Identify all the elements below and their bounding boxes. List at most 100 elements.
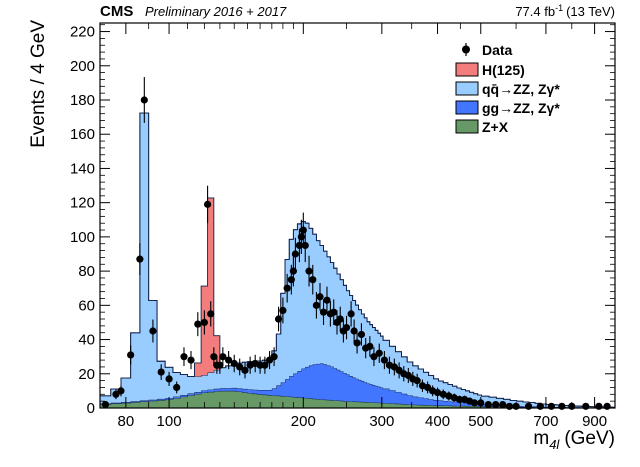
data-point — [366, 336, 374, 357]
data-point — [336, 306, 344, 332]
data-point-marker — [157, 368, 165, 376]
legend-label-higgs: H(125) — [482, 62, 525, 78]
legend-label-zx: Z+X — [482, 119, 509, 135]
y-tick-label: 180 — [70, 92, 95, 109]
data-point-marker — [505, 402, 514, 410]
data-point-marker — [353, 339, 361, 347]
y-tick-label: 40 — [78, 332, 95, 349]
legend-swatch-ggzz — [455, 100, 479, 115]
data-point-marker — [236, 363, 244, 371]
y-tick-label: 100 — [70, 229, 95, 246]
x-tick-label: 700 — [533, 413, 558, 430]
data-point — [350, 319, 358, 343]
data-point — [455, 395, 464, 404]
data-point — [439, 389, 447, 400]
data-point-marker — [455, 395, 464, 404]
data-point — [433, 387, 442, 398]
data-point — [323, 286, 331, 314]
data-point — [200, 310, 208, 335]
legend-item-qqzz: qq̄→ZZ, Zγ* — [455, 81, 560, 97]
data-point-marker — [524, 402, 533, 410]
plot-frame — [99, 22, 616, 409]
data-point-marker — [595, 402, 603, 410]
data-point-marker — [558, 402, 566, 410]
data-point — [370, 347, 378, 367]
data-point — [547, 402, 555, 410]
y-tick-label: 160 — [70, 126, 95, 143]
data-point-marker — [210, 353, 218, 361]
data-point — [136, 243, 144, 276]
data-point-marker — [230, 359, 238, 368]
data-point — [270, 347, 278, 367]
data-point — [241, 362, 249, 379]
experiment-label: CMS — [100, 3, 133, 20]
lumi-unit-exponent: -1 — [555, 3, 563, 13]
series-1-histogram — [100, 113, 615, 408]
data-point-marker — [357, 330, 366, 339]
data-point-marker — [603, 402, 611, 410]
data-point — [207, 301, 215, 327]
data-point-marker — [484, 400, 492, 409]
data-point-marker — [366, 342, 374, 350]
x-axis-var: m — [533, 428, 549, 449]
y-tick-label: 0 — [87, 400, 95, 417]
data-point-marker — [225, 356, 233, 364]
data-point-marker — [347, 310, 355, 318]
data-point — [279, 297, 287, 324]
axis-ticks: 0 20 40 60 80 100 120 140 160 180 200 220 80 100 200 30… — [70, 23, 616, 430]
data-point — [536, 402, 544, 410]
data-point — [582, 402, 590, 410]
x-tick-label: 200 — [291, 413, 316, 430]
legend-item-data: Data — [462, 42, 513, 58]
data-point-marker — [350, 327, 358, 335]
data-point-marker — [319, 308, 328, 316]
data-point-marker — [547, 402, 555, 410]
data-point-marker — [299, 226, 307, 234]
legend-label-qqzz: qq̄→ZZ, Zγ* — [482, 81, 560, 97]
data-point — [445, 391, 453, 401]
data-point-marker — [274, 315, 283, 323]
status-label: Preliminary 2016 + 2017 — [145, 4, 287, 19]
data-point — [524, 402, 533, 410]
y-tick-label: 200 — [70, 58, 95, 75]
data-point — [165, 371, 173, 386]
data-point — [603, 402, 611, 410]
data-point-marker — [336, 315, 344, 323]
legend-label-ggzz: gg→ZZ, Zγ* — [482, 100, 560, 116]
legend-item-ggzz: gg→ZZ, Zγ* — [455, 100, 560, 116]
data-point-marker — [140, 96, 148, 104]
legend-label-data: Data — [482, 42, 513, 58]
data-point — [316, 282, 324, 311]
data-point-marker — [499, 400, 507, 409]
data-point — [117, 385, 125, 397]
data-point-marker — [219, 353, 227, 361]
data-point-marker — [370, 353, 378, 361]
data-point-marker — [200, 318, 208, 327]
legend: Data H(125) qq̄→ZZ, Zγ* gg→ZZ, Zγ* Z+X — [455, 42, 560, 135]
data-point — [470, 399, 479, 407]
data-point — [274, 306, 283, 332]
series-2-histogram — [100, 363, 615, 408]
data-point — [347, 301, 355, 327]
data-point-marker — [445, 392, 453, 400]
x-axis-title: m4l (GeV) — [533, 428, 615, 452]
data-point — [236, 358, 244, 376]
x-tick-label: 400 — [425, 413, 450, 430]
data-point-marker — [413, 377, 421, 385]
data-point — [283, 273, 291, 303]
x-axis-subscript: 4l — [549, 437, 560, 452]
data-point — [180, 347, 188, 367]
y-tick-label: 140 — [70, 160, 95, 177]
data-point — [187, 351, 195, 370]
legend-swatch-higgs — [455, 62, 479, 77]
data-point — [424, 381, 432, 394]
data-point — [219, 347, 227, 367]
data-point-marker — [127, 351, 135, 359]
x-tick-label: 80 — [118, 413, 135, 430]
data-point-marker — [470, 399, 479, 407]
data-point — [319, 299, 328, 325]
data-point-marker — [207, 310, 215, 318]
data-point — [342, 315, 351, 340]
data-point — [353, 332, 361, 354]
